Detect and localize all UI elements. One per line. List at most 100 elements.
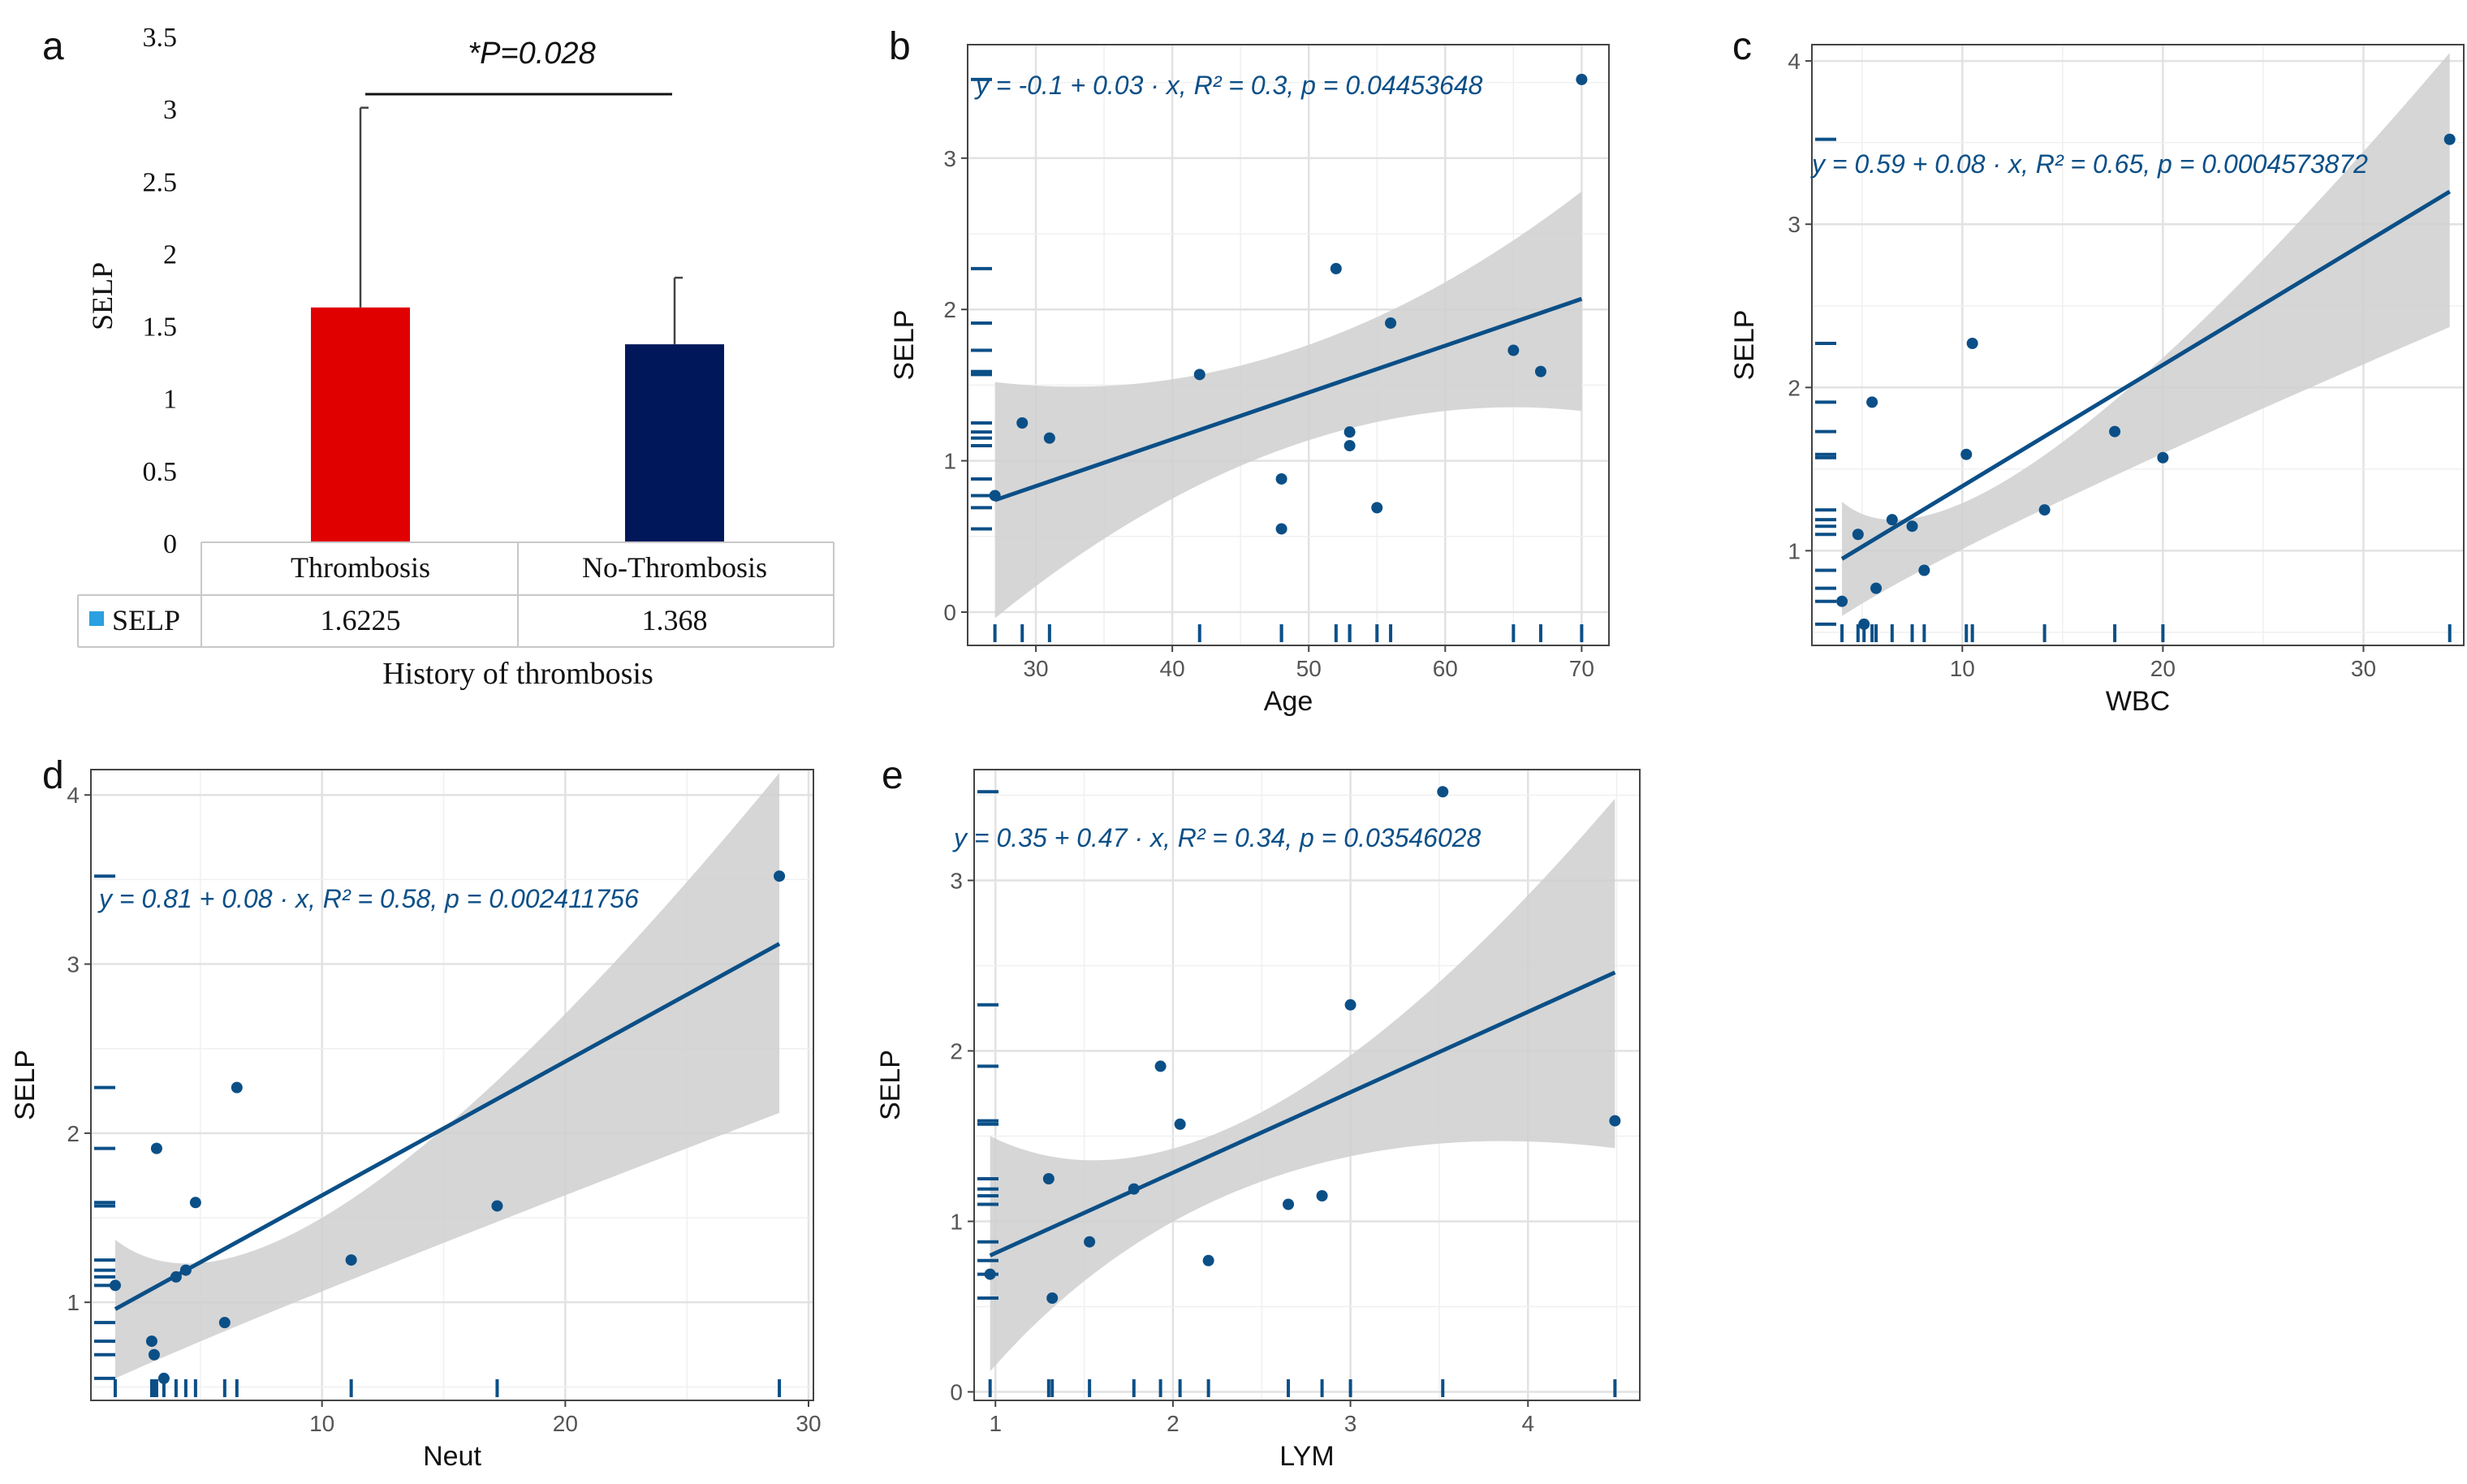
data-point-c-10: [2038, 504, 2051, 516]
bar-no-thrombosis: [625, 344, 724, 542]
data-point-d-6: [179, 1264, 192, 1276]
panel-letter-d: d: [42, 754, 64, 797]
data-point-d-4: [157, 1372, 170, 1384]
panel-letter-c: c: [1732, 25, 1752, 68]
data-point-c-5: [1886, 514, 1898, 526]
regression-line-d: [114, 942, 781, 1311]
x-tick-label-d-2: 30: [796, 1411, 821, 1436]
panel-letter-e: e: [882, 754, 904, 797]
data-point-c-13: [2443, 133, 2456, 145]
plot-frame-b: [967, 44, 1610, 646]
y-tick-label-a-3: 1.5: [143, 313, 178, 343]
y-tick-label-e-1: 1: [950, 1210, 963, 1235]
data-point-e-2: [1046, 1292, 1059, 1304]
x-axis-label-e: LYM: [1279, 1441, 1334, 1472]
data-point-c-11: [2109, 425, 2121, 438]
regression-equation-c: y = 0.59 + 0.08 · x, R² = 0.65, p = 0.00…: [1810, 149, 2368, 179]
x-tick-label-e-2: 3: [1344, 1411, 1357, 1436]
scatter-chart-e: 1 2 3 4 0 1 2 3 LYM SELP y = 0.35 + 0.47 · x, R² =…: [875, 769, 1641, 1472]
data-point-d-8: [218, 1317, 231, 1329]
y-axis-label-a: SELP: [86, 262, 119, 330]
data-point-e-5: [1154, 1060, 1167, 1072]
x-tick-label-d-1: 20: [553, 1411, 578, 1436]
data-point-c-8: [1960, 448, 1973, 460]
data-point-b-1: [1016, 416, 1029, 429]
y-tick-label-e-2: 2: [950, 1039, 963, 1064]
data-point-e-4: [1128, 1183, 1140, 1195]
x-tick-label-b-4: 70: [1569, 656, 1594, 681]
regression-line-e: [989, 970, 1616, 1258]
data-point-b-0: [989, 490, 1001, 502]
confidence-band-c: [1842, 53, 2450, 616]
data-point-b-10: [1385, 317, 1397, 329]
data-point-d-12: [774, 870, 786, 882]
significance-label: *P=0.028: [468, 37, 595, 71]
data-point-d-11: [491, 1200, 503, 1212]
panel-d: d 10 20 30 1 2 3 4 Neut SELP y = 0.81 + 0.08 · x,…: [0, 739, 860, 1484]
bar-chart-a: 0 0.5 1 1.5 2 2.5 3 3.5 SELP *P=0.028 Thrombosis 1.…: [77, 23, 835, 691]
data-point-e-8: [1283, 1198, 1295, 1210]
data-point-d-1: [145, 1335, 157, 1348]
confidence-band-e: [990, 798, 1615, 1372]
regression-equation-e: y = 0.35 + 0.47 · x, R² = 0.34, p = 0.03…: [952, 823, 1481, 852]
data-point-c-3: [1866, 396, 1878, 408]
panel-letter-a: a: [42, 25, 64, 68]
y-tick-label-a-1: 0.5: [143, 457, 178, 487]
data-point-e-10: [1344, 999, 1356, 1011]
plot-frame-c: [1811, 44, 2465, 646]
x-axis-label-b: Age: [1264, 686, 1313, 717]
regression-equation-b: y = -0.1 + 0.03 · x, R² = 0.3, p = 0.044…: [974, 71, 1483, 100]
data-point-b-13: [1576, 73, 1588, 85]
data-point-b-6: [1330, 262, 1342, 274]
x-axis-label-c: WBC: [2106, 686, 2170, 717]
data-point-b-3: [1193, 369, 1205, 381]
y-tick-label-b-0: 0: [943, 600, 956, 625]
x-tick-label-e-1: 2: [1167, 1411, 1180, 1436]
legend-label-selp: SELP: [112, 604, 180, 636]
regression-equation-d: y = 0.81 + 0.08 · x, R² = 0.58, p = 0.00…: [97, 884, 639, 913]
y-tick-label-d-0: 1: [67, 1290, 80, 1315]
regression-line-c: [1840, 189, 2451, 561]
y-tick-label-b-1: 1: [943, 449, 956, 474]
legend-key-selp: [89, 611, 104, 626]
data-point-c-9: [1966, 337, 1978, 349]
y-tick-label-c-1: 2: [1788, 375, 1801, 400]
data-point-d-0: [109, 1279, 121, 1292]
data-point-b-4: [1275, 472, 1287, 485]
y-tick-label-a-5: 2.5: [143, 167, 178, 197]
data-point-c-6: [1906, 520, 1918, 533]
x-axis-label-a: History of thrombosis: [382, 657, 653, 691]
x-tick-label-d-0: 10: [309, 1411, 334, 1436]
data-point-d-7: [189, 1197, 201, 1209]
data-point-b-7: [1343, 426, 1356, 438]
regression-line-b: [994, 296, 1583, 503]
panel-e: e 1 2 3 4 0 1 2 3 LYM SELP y = 0.35 + 0.47 · x, R²…: [860, 739, 1656, 1484]
data-point-b-11: [1507, 344, 1520, 356]
bar-thrombosis: [311, 307, 410, 542]
y-tick-label-c-0: 1: [1788, 538, 1801, 563]
data-point-d-2: [148, 1348, 160, 1361]
y-tick-label-d-1: 2: [67, 1121, 80, 1146]
data-point-c-7: [1918, 564, 1930, 576]
data-point-b-12: [1534, 365, 1546, 377]
panel-b: b 30 40 50 60 70 0 1 2 3 Age SELP y = -0.1 + 0.03 ·…: [877, 0, 1640, 731]
data-point-e-7: [1202, 1254, 1214, 1266]
y-axis-label-d: SELP: [10, 1050, 41, 1120]
plot-frame-e: [973, 769, 1641, 1401]
category-label-0: Thrombosis: [291, 551, 430, 584]
y-axis-label-e: SELP: [875, 1050, 906, 1120]
x-tick-label-c-0: 10: [1950, 656, 1975, 681]
data-point-c-12: [2157, 451, 2169, 464]
scatter-chart-b: 30 40 50 60 70 0 1 2 3 Age SELP y = -0.1 + 0.03 · x…: [889, 44, 1610, 717]
y-tick-label-e-0: 0: [950, 1380, 963, 1405]
data-point-d-5: [170, 1270, 182, 1283]
y-tick-label-b-2: 2: [943, 297, 956, 322]
data-point-e-1: [1042, 1173, 1055, 1184]
y-tick-label-c-2: 3: [1788, 212, 1801, 237]
data-point-d-9: [231, 1081, 243, 1094]
data-point-d-3: [150, 1142, 162, 1154]
x-axis-label-d: Neut: [423, 1441, 481, 1472]
panel-a: a 0 0.5 1 1.5 2 2.5 3 3.5 SELP *P=0.028 Thrombosis…: [0, 0, 869, 714]
x-tick-label-e-3: 4: [1521, 1411, 1534, 1436]
y-tick-label-e-3: 3: [950, 869, 963, 894]
